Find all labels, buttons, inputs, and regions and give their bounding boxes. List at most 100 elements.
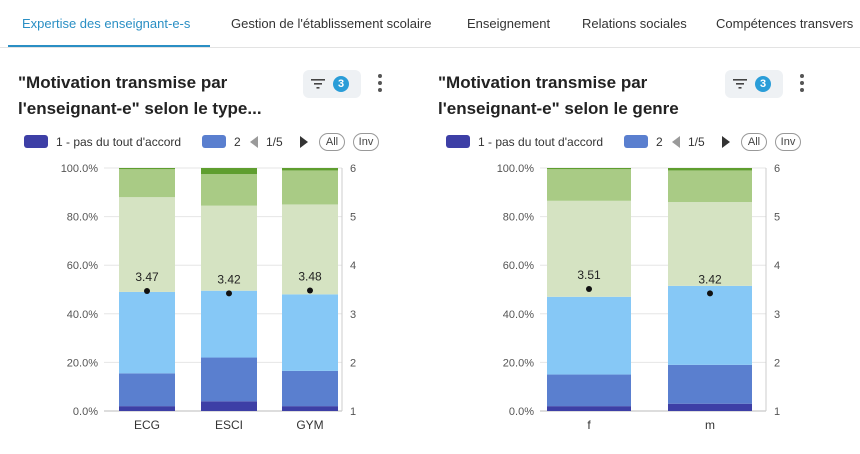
y-right-tick-label: 4	[350, 260, 356, 272]
legend-label-2[interactable]: 2	[656, 135, 663, 149]
y-right-tick-label: 3	[774, 309, 780, 321]
y-right-tick-label: 2	[350, 357, 356, 369]
tab-expertise[interactable]: Expertise des enseignant-e-s	[22, 16, 191, 31]
bar-segment[interactable]	[201, 357, 257, 402]
mean-label: 3.42	[698, 272, 722, 286]
bar-segment[interactable]	[668, 364, 752, 404]
filter-button[interactable]: 3	[725, 70, 783, 98]
mean-point[interactable]	[307, 287, 313, 294]
bar-segment[interactable]	[201, 401, 257, 411]
mean-label: 3.51	[577, 268, 601, 282]
chart-legend: 1 - pas du tout d'accord 2 1/5 All Inv	[0, 132, 400, 152]
legend-next-icon[interactable]	[300, 136, 308, 148]
y-right-tick-label: 2	[774, 357, 780, 369]
tab-gestion[interactable]: Gestion de l'établissement scolaire	[231, 16, 432, 31]
legend-label-1[interactable]: 1 - pas du tout d'accord	[478, 135, 604, 149]
bar-segment[interactable]	[201, 168, 257, 175]
legend-all-button[interactable]: All	[319, 133, 345, 151]
more-options-icon[interactable]	[796, 72, 808, 94]
chart-panel-type: "Motivation transmise par l'enseignant-e…	[0, 62, 400, 442]
bar-segment[interactable]	[282, 370, 338, 407]
y-left-tick-label: 20.0%	[67, 357, 98, 369]
bar-segment[interactable]	[547, 374, 631, 407]
y-right-tick-label: 1	[350, 406, 356, 418]
tab-competences[interactable]: Compétences transvers	[716, 16, 854, 31]
y-right-tick-label: 5	[774, 212, 780, 224]
filter-count-badge: 3	[333, 76, 349, 92]
bar-segment[interactable]	[201, 174, 257, 206]
bar-segment[interactable]	[668, 202, 752, 286]
y-left-tick-label: 40.0%	[67, 309, 98, 321]
y-left-tick-label: 80.0%	[503, 212, 534, 224]
legend-pager: 1/5	[688, 135, 705, 149]
active-tab-indicator	[8, 45, 210, 47]
x-tick-label: f	[587, 418, 591, 432]
legend-prev-icon[interactable]	[672, 136, 680, 148]
legend-prev-icon[interactable]	[250, 136, 258, 148]
mean-point[interactable]	[226, 290, 232, 297]
chart-legend: 1 - pas du tout d'accord 2 1/5 All Inv	[420, 132, 820, 152]
mean-label: 3.47	[135, 270, 159, 284]
bar-segment[interactable]	[119, 373, 175, 407]
mean-point[interactable]	[586, 286, 592, 293]
bar-segment[interactable]	[201, 290, 257, 358]
bar-segment[interactable]	[282, 204, 338, 295]
bar-segment[interactable]	[547, 200, 631, 297]
y-left-tick-label: 60.0%	[503, 260, 534, 272]
stacked-bar-chart-genre: 0.0% 20.0% 40.0% 60.0% 80.0% 100.0% 1 2 3 4 5 6 f 3.5…	[497, 163, 780, 432]
bar-segment[interactable]	[668, 403, 752, 411]
tab-enseignement[interactable]: Enseignement	[467, 16, 551, 31]
bar-segment[interactable]	[119, 168, 175, 170]
legend-all-button[interactable]: All	[741, 133, 767, 151]
legend-pager: 1/5	[266, 135, 283, 149]
bar-segment[interactable]	[668, 168, 752, 171]
y-right-tick-label: 1	[774, 406, 780, 418]
mean-label: 3.48	[298, 269, 322, 283]
y-left-tick-label: 0.0%	[73, 406, 98, 418]
y-left-tick-label: 0.0%	[509, 406, 534, 418]
bar-segment[interactable]	[119, 169, 175, 198]
x-tick-label: ECG	[134, 418, 160, 432]
bar-segment[interactable]	[119, 197, 175, 292]
legend-next-icon[interactable]	[722, 136, 730, 148]
legend-label-1[interactable]: 1 - pas du tout d'accord	[56, 135, 182, 149]
filter-count-badge: 3	[755, 76, 771, 92]
y-right-tick-label: 6	[350, 163, 356, 175]
legend-inv-button[interactable]: Inv	[775, 133, 801, 151]
mean-point[interactable]	[144, 287, 150, 294]
y-right-tick-label: 5	[350, 212, 356, 224]
bar-segment[interactable]	[547, 296, 631, 375]
y-left-tick-label: 80.0%	[67, 212, 98, 224]
legend-swatch-1	[446, 135, 470, 148]
y-left-tick-label: 40.0%	[503, 309, 534, 321]
y-right-tick-label: 4	[774, 260, 780, 272]
filter-button[interactable]: 3	[303, 70, 361, 98]
legend-inv-button[interactable]: Inv	[353, 133, 379, 151]
legend-label-2[interactable]: 2	[234, 135, 241, 149]
y-right-tick-label: 3	[350, 309, 356, 321]
x-tick-label: ESCI	[215, 418, 243, 432]
bar-segment[interactable]	[668, 170, 752, 203]
y-right-tick-label: 6	[774, 163, 780, 175]
bar-segment[interactable]	[547, 406, 631, 411]
y-left-tick-label: 60.0%	[67, 260, 98, 272]
chart-panel-genre: "Motivation transmise par l'enseignant-e…	[420, 62, 820, 442]
bar-segment[interactable]	[119, 291, 175, 374]
mean-point[interactable]	[707, 290, 713, 297]
filter-icon	[733, 79, 747, 89]
bar-segment[interactable]	[668, 285, 752, 365]
x-tick-label: GYM	[296, 418, 323, 432]
tab-bar: Expertise des enseignant-e-s Gestion de …	[0, 0, 860, 48]
bar-segment[interactable]	[119, 406, 175, 411]
bar-segment[interactable]	[547, 169, 631, 201]
tab-relations-sociales[interactable]: Relations sociales	[582, 16, 687, 31]
legend-swatch-1	[24, 135, 48, 148]
y-left-tick-label: 20.0%	[503, 357, 534, 369]
bar-segment[interactable]	[547, 168, 631, 170]
bar-segment[interactable]	[282, 294, 338, 371]
bar-segment[interactable]	[282, 168, 338, 171]
bar-segment[interactable]	[282, 170, 338, 205]
bar-segment[interactable]	[201, 205, 257, 291]
more-options-icon[interactable]	[374, 72, 386, 94]
bar-segment[interactable]	[282, 406, 338, 411]
